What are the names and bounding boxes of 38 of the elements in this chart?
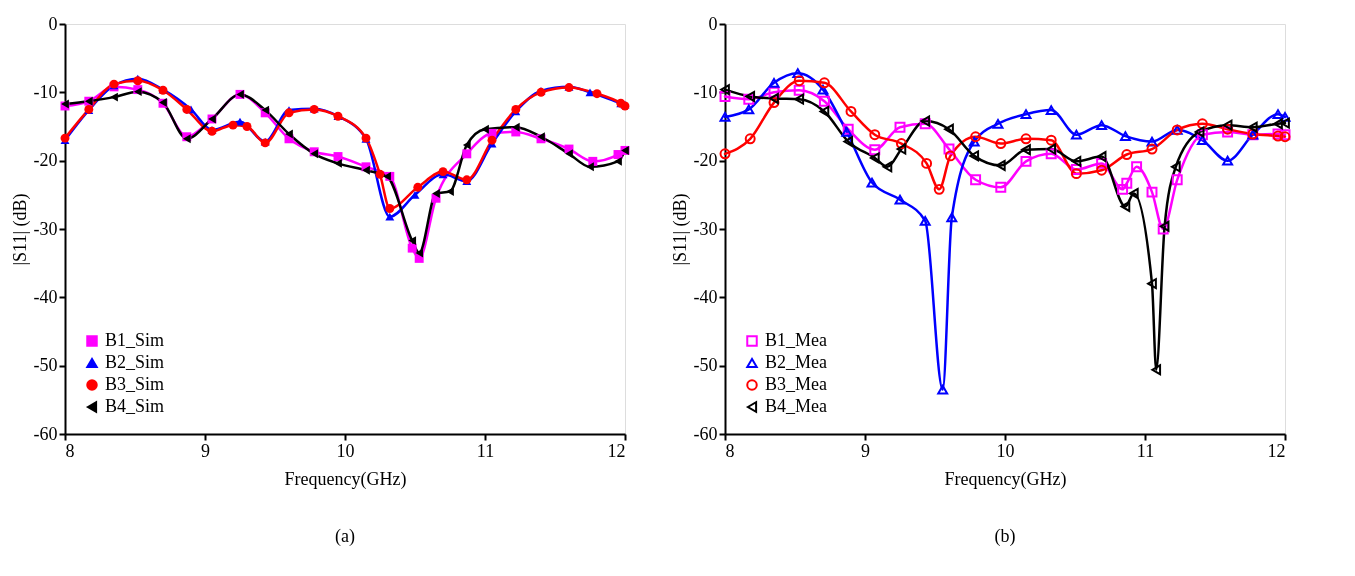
y-tick-label: 0	[48, 13, 58, 34]
x-axis-title: Frequency(GHz)	[944, 468, 1067, 490]
y-tick-label: -60	[33, 423, 58, 444]
y-tick-label: -40	[33, 286, 58, 307]
x-tick-label: 11	[1136, 440, 1155, 461]
legend-label: B1_Sim	[105, 330, 165, 350]
y-tick-label: -40	[693, 286, 718, 307]
x-tick-label: 8	[65, 440, 75, 461]
legend-label: B3_Sim	[105, 374, 165, 394]
text: (a)	[335, 526, 355, 547]
y-tick-label: -60	[693, 423, 718, 444]
legend-label: B3_Mea	[765, 374, 827, 394]
y-tick-label: -30	[33, 218, 58, 239]
y-tick-label: -10	[693, 81, 718, 102]
text: (b)	[994, 526, 1016, 547]
y-tick-label: -30	[693, 218, 718, 239]
x-tick-label: 9	[201, 440, 210, 461]
y-tick-label: -50	[33, 355, 58, 376]
x-tick-label: 10	[336, 440, 355, 461]
legend-label: B4_Sim	[105, 396, 165, 416]
y-axis-title: |S11| (dB)	[9, 193, 31, 266]
y-tick-label: -20	[33, 150, 58, 171]
x-axis-title: Frequency(GHz)	[284, 468, 407, 490]
x-tick-label: 10	[996, 440, 1015, 461]
x-tick-label: 8	[725, 440, 735, 461]
y-tick-label: -10	[33, 81, 58, 102]
y-tick-label: -20	[693, 150, 718, 171]
legend-label: B4_Mea	[765, 396, 827, 416]
x-tick-label: 9	[861, 440, 870, 461]
x-tick-label: 12	[607, 440, 626, 461]
legend-label: B2_Sim	[105, 352, 165, 372]
y-tick-label: 0	[708, 13, 718, 34]
y-tick-label: -50	[693, 355, 718, 376]
x-tick-label: 11	[476, 440, 495, 461]
y-axis-title: |S11| (dB)	[669, 193, 691, 266]
legend-label: B1_Mea	[765, 330, 827, 350]
x-tick-label: 12	[1267, 440, 1286, 461]
legend-label: B2_Mea	[765, 352, 827, 372]
